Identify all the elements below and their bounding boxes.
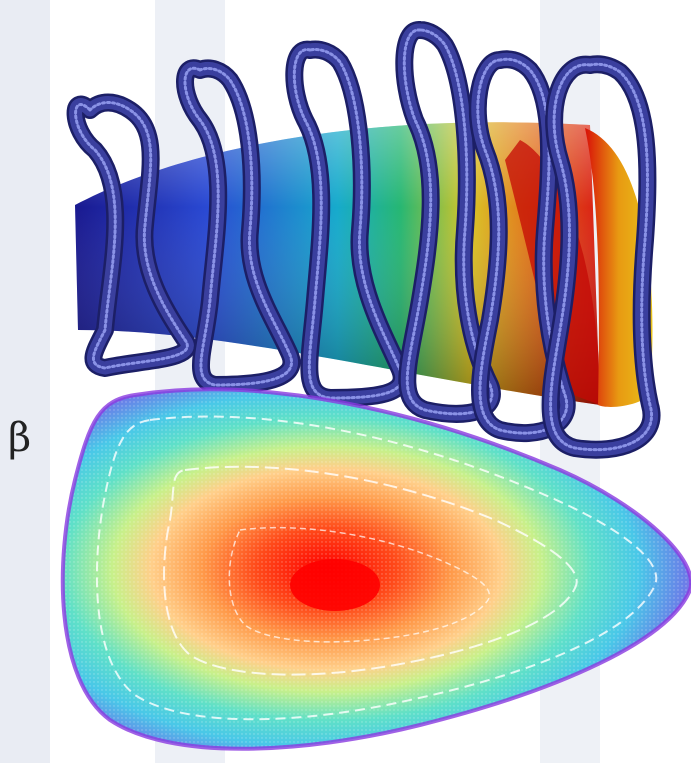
coil-3 (285, 40, 411, 407)
coil-1 (66, 93, 197, 377)
coil-2 (176, 59, 301, 394)
poincare-cross-section (60, 387, 691, 751)
coil-6 (541, 55, 661, 459)
coils (66, 21, 661, 459)
coil-4 (395, 21, 501, 423)
beta-label: β (8, 415, 32, 461)
